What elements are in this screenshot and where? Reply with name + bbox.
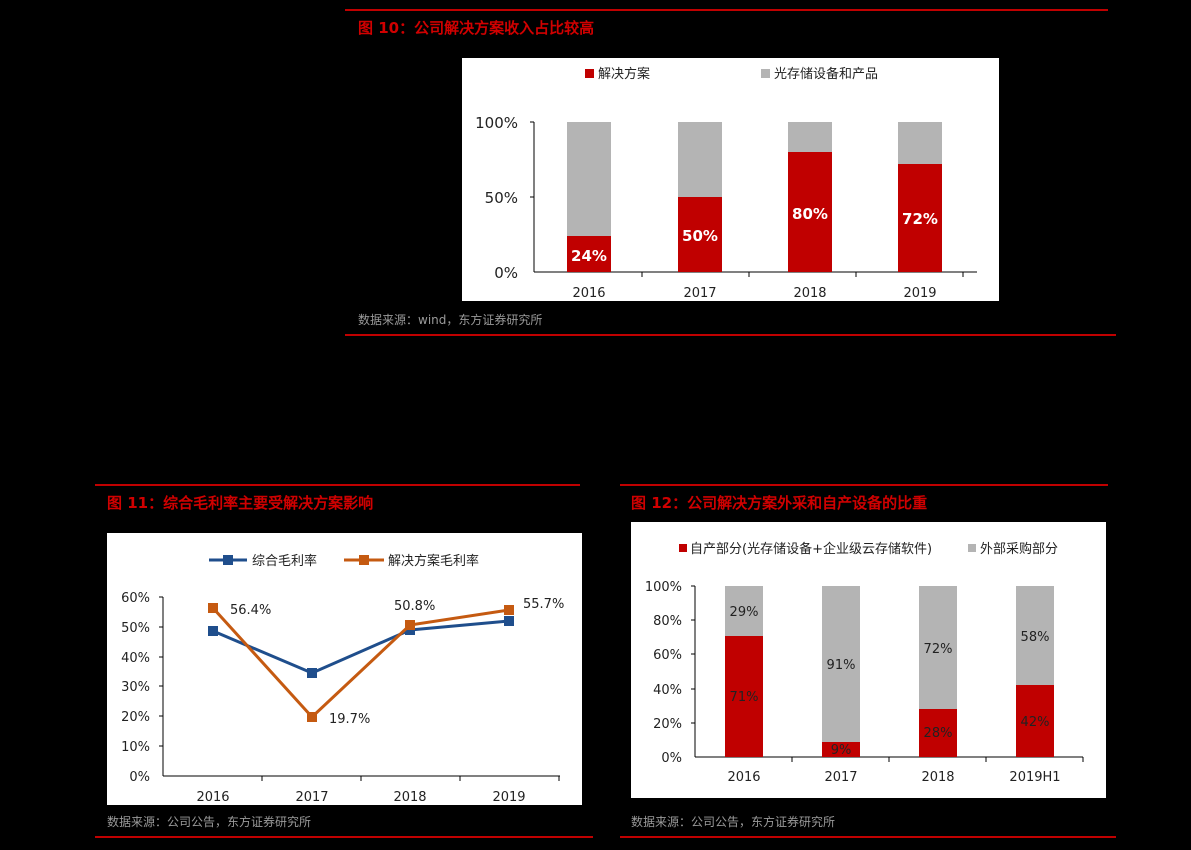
legend-label-in-house: 自产部分(光存储设备+企业级云存储软件): [690, 541, 932, 557]
point-solutions-2019: [504, 605, 514, 615]
figure-12-top-rule: [620, 484, 1108, 486]
legend-label-storage: 光存储设备和产品: [774, 66, 878, 82]
y-tick-100: 100%: [645, 580, 682, 595]
bar-label-2017: 50%: [682, 227, 718, 245]
y-tick-40: 40%: [121, 651, 150, 666]
figure-12-chart: 自产部分(光存储设备+企业级云存储软件) 外部采购部分 100% 80% 60%…: [631, 522, 1106, 798]
figure-10-title: 图 10：公司解决方案收入占比较高: [358, 19, 595, 37]
bar-label-2018-outsourced: 72%: [924, 642, 953, 657]
bar-2019h1: 58% 42%: [1016, 586, 1054, 757]
x-label-2019: 2019: [903, 286, 936, 301]
x-label-2018: 2018: [393, 790, 426, 805]
x-label-2018: 2018: [793, 286, 826, 301]
y-tick-20: 20%: [121, 710, 150, 725]
point-solutions-2017: [307, 712, 317, 722]
figure-12-bottom-rule: [620, 836, 1116, 838]
legend-swatch-in-house: [679, 544, 687, 552]
x-label-2017: 2017: [295, 790, 328, 805]
bar-label-2019h1-in-house: 42%: [1021, 715, 1050, 730]
bar-label-2017-in-house: 9%: [831, 743, 852, 758]
bar-2017: 50%: [678, 122, 722, 272]
legend-swatch-outsourced: [968, 544, 976, 552]
data-label-2019: 55.7%: [523, 597, 564, 612]
x-label-2017: 2017: [824, 770, 857, 785]
x-label-2016: 2016: [727, 770, 760, 785]
figure-10-chart: 解决方案 光存储设备和产品 100% 50% 0% 24% 50%: [462, 58, 999, 301]
legend-swatch-solutions: [585, 69, 594, 78]
data-label-2018: 50.8%: [394, 599, 435, 614]
bar-label-2016-in-house: 71%: [730, 690, 759, 705]
bar-label-2016: 24%: [571, 247, 607, 265]
y-tick-10: 10%: [121, 740, 150, 755]
figure-11-chart: 综合毛利率 解决方案毛利率 60% 50% 40% 30% 20% 10% 0%: [107, 533, 582, 805]
bar-label-2018-in-house: 28%: [924, 726, 953, 741]
figure-12-title: 图 12：公司解决方案外采和自产设备的比重: [631, 494, 928, 512]
figure-10-bottom-rule: [345, 334, 1116, 336]
bar-label-2018: 80%: [792, 205, 828, 223]
data-label-2016: 56.4%: [230, 603, 271, 618]
legend-composite-margin: 综合毛利率: [209, 553, 317, 569]
y-tick-30: 30%: [121, 680, 150, 695]
y-tick-60: 60%: [121, 591, 150, 606]
x-label-2017: 2017: [683, 286, 716, 301]
x-label-2019h1: 2019H1: [1009, 770, 1060, 785]
bar-2016: 29% 71%: [725, 586, 763, 757]
line-solutions-margin: [211, 606, 510, 720]
figure-10-top-rule: [345, 9, 1108, 11]
bar-2017: 91% 9%: [822, 586, 860, 758]
x-label-2016: 2016: [572, 286, 605, 301]
x-label-2016: 2016: [196, 790, 229, 805]
y-tick-80: 80%: [653, 614, 682, 629]
figure-11-title: 图 11：综合毛利率主要受解决方案影响: [107, 494, 374, 512]
figure-11-source: 数据来源：公司公告，东方证券研究所: [107, 815, 312, 829]
bar-2019: 72%: [898, 122, 942, 272]
data-label-2017: 19.7%: [329, 712, 370, 727]
point-composite-2017: [307, 668, 317, 678]
y-tick-50: 50%: [121, 621, 150, 636]
figure-11-top-rule: [95, 484, 580, 486]
bar-label-2016-outsourced: 29%: [730, 605, 759, 620]
legend-label-outsourced: 外部采购部分: [980, 541, 1058, 557]
figure-11-svg: 综合毛利率 解决方案毛利率 60% 50% 40% 30% 20% 10% 0%: [121, 553, 564, 805]
point-solutions-2016: [208, 603, 218, 613]
x-label-2018: 2018: [921, 770, 954, 785]
y-tick-100: 100%: [475, 114, 518, 132]
figure-12-source: 数据来源：公司公告，东方证券研究所: [631, 815, 836, 829]
point-composite-2016: [208, 626, 218, 636]
bar-2018: 80%: [788, 122, 832, 272]
bar-label-2017-outsourced: 91%: [827, 658, 856, 673]
y-tick-20: 20%: [653, 717, 682, 732]
legend-swatch-storage: [761, 69, 770, 78]
legend-label-solutions: 解决方案: [598, 66, 650, 82]
point-solutions-2018: [405, 620, 415, 630]
figure-11-bottom-rule: [95, 836, 593, 838]
figure-10-svg: 解决方案 光存储设备和产品 100% 50% 0% 24% 50%: [475, 66, 977, 301]
figure-12-svg: 自产部分(光存储设备+企业级云存储软件) 外部采购部分 100% 80% 60%…: [645, 541, 1084, 785]
bar-label-2019: 72%: [902, 210, 938, 228]
y-tick-50: 50%: [485, 189, 518, 207]
line-composite-margin: [212, 619, 510, 675]
legend-solutions-margin: 解决方案毛利率: [344, 553, 479, 569]
y-tick-0: 0%: [494, 264, 518, 282]
y-tick-0: 0%: [661, 751, 682, 766]
bar-2018: 72% 28%: [919, 586, 957, 757]
x-label-2019: 2019: [492, 790, 525, 805]
legend-label-solutions-margin: 解决方案毛利率: [388, 553, 479, 569]
y-tick-60: 60%: [653, 648, 682, 663]
legend-label-composite: 综合毛利率: [252, 553, 317, 569]
y-tick-40: 40%: [653, 683, 682, 698]
figure-10-source: 数据来源：wind，东方证券研究所: [358, 313, 543, 327]
bar-2016: 24%: [567, 122, 611, 272]
bar-label-2019h1-outsourced: 58%: [1021, 630, 1050, 645]
y-tick-0: 0%: [129, 770, 150, 785]
point-composite-2019: [504, 616, 514, 626]
